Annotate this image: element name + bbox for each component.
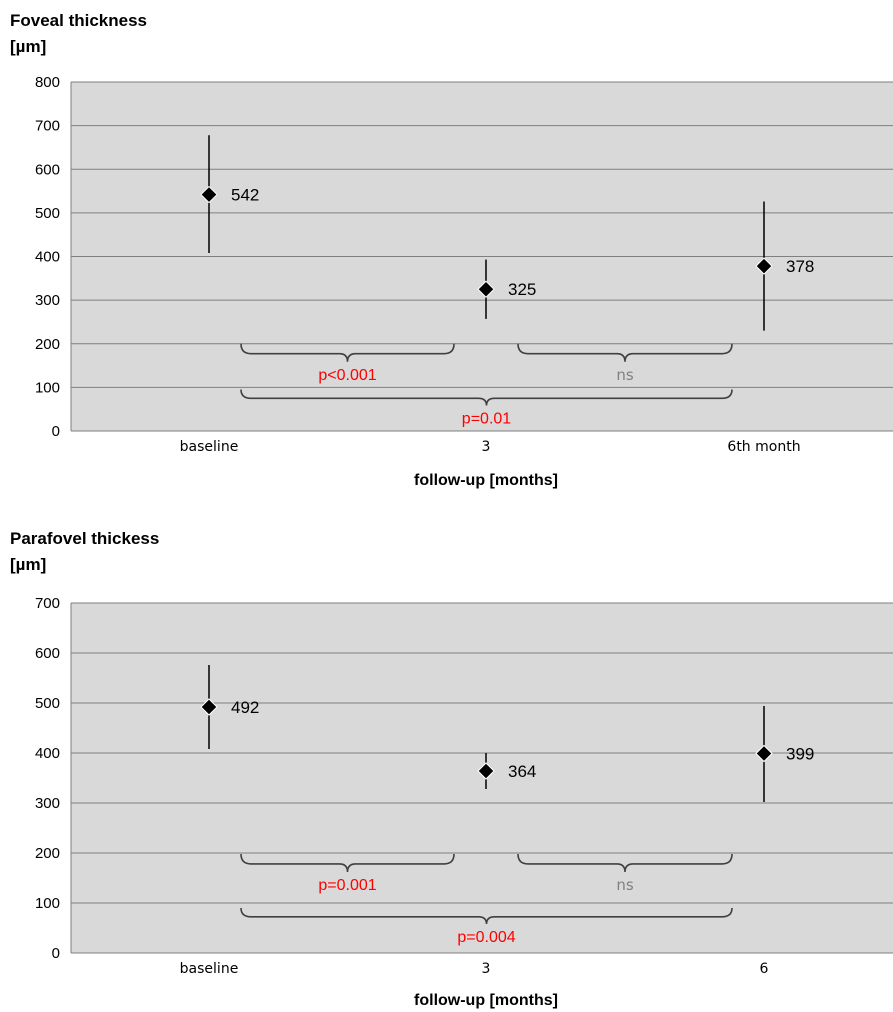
y-tick-label: 400 xyxy=(35,249,60,266)
y-axis-title: [µm] xyxy=(10,37,46,56)
y-tick-label: 500 xyxy=(35,695,60,712)
y-axis-title: Parafovel thickess xyxy=(10,529,159,548)
significance-brace xyxy=(240,907,733,925)
data-label: 325 xyxy=(508,280,536,299)
data-label: 399 xyxy=(786,745,814,764)
significance-brace xyxy=(240,389,733,406)
foveal-thickness-chart: Foveal thickness [µm] 0 100 200 300 400 500 600 7… xyxy=(10,11,893,489)
data-point xyxy=(755,257,773,275)
plot-area xyxy=(71,603,893,953)
x-tick-label: 6th month xyxy=(727,439,800,455)
y-tick-label: 400 xyxy=(35,745,60,762)
data-label: 542 xyxy=(231,186,259,205)
significance-brace xyxy=(240,853,455,873)
data-label: 492 xyxy=(231,698,259,717)
significance-label: p<0.001 xyxy=(318,367,376,384)
significance-brace xyxy=(517,853,733,873)
significance-label: p=0.001 xyxy=(318,877,376,894)
data-point xyxy=(477,280,495,298)
data-point xyxy=(200,698,218,716)
parafoveal-thickness-chart: Parafovel thickess [µm] 0 100 200 300 400 500 60… xyxy=(10,529,893,1009)
data-point xyxy=(477,762,495,780)
x-tick-label: 3 xyxy=(482,439,491,455)
y-tick-label: 0 xyxy=(52,945,60,962)
significance-label: p=0.01 xyxy=(462,411,511,428)
significance-brace xyxy=(517,343,733,362)
data-point xyxy=(755,744,773,763)
y-axis-title: [µm] xyxy=(10,555,46,574)
x-tick-label: baseline xyxy=(180,961,239,977)
y-tick-label: 600 xyxy=(35,161,60,178)
significance-label: p=0.004 xyxy=(457,929,515,946)
y-tick-label: 200 xyxy=(35,845,60,862)
x-axis-title: follow-up [months] xyxy=(414,992,558,1009)
y-tick-label: 100 xyxy=(35,895,60,912)
y-tick-label: 300 xyxy=(35,795,60,812)
significance-label: ns xyxy=(616,366,634,384)
y-tick-label: 800 xyxy=(35,74,60,91)
y-tick-label: 700 xyxy=(35,118,60,135)
significance-label: ns xyxy=(616,876,634,894)
x-axis-title: follow-up [months] xyxy=(414,472,558,489)
y-tick-label: 500 xyxy=(35,205,60,222)
y-tick-label: 0 xyxy=(52,423,60,440)
data-label: 364 xyxy=(508,762,536,781)
data-label: 378 xyxy=(786,257,814,276)
y-tick-label: 700 xyxy=(35,595,60,612)
x-tick-label: baseline xyxy=(180,439,239,455)
y-tick-label: 600 xyxy=(35,645,60,662)
data-point xyxy=(200,185,218,204)
y-tick-label: 100 xyxy=(35,379,60,396)
y-tick-label: 200 xyxy=(35,336,60,353)
x-tick-label: 6 xyxy=(760,961,769,977)
y-axis-title: Foveal thickness xyxy=(10,11,147,30)
y-tick-label: 300 xyxy=(35,292,60,309)
significance-brace xyxy=(240,343,455,362)
x-tick-label: 3 xyxy=(482,961,491,977)
